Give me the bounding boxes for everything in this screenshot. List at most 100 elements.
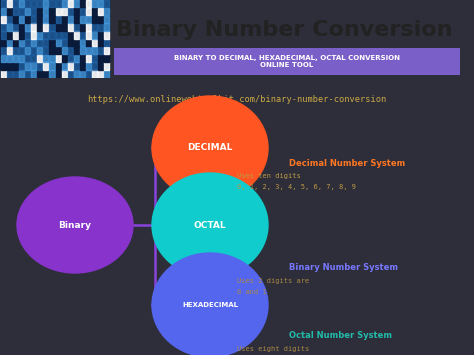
Text: Decimal Number System: Decimal Number System — [289, 158, 405, 168]
Bar — [55, 16, 61, 23]
Bar — [68, 47, 73, 54]
Bar — [25, 8, 30, 15]
Bar — [19, 16, 24, 23]
Bar — [86, 8, 91, 15]
Bar — [80, 8, 85, 15]
Bar — [25, 31, 30, 38]
Bar — [62, 23, 67, 31]
Bar — [104, 23, 109, 31]
Bar — [104, 31, 109, 38]
Bar — [7, 16, 12, 23]
Bar — [86, 23, 91, 31]
Bar — [92, 62, 97, 70]
Bar — [19, 39, 24, 46]
Bar — [80, 55, 85, 62]
Bar — [37, 47, 42, 54]
Bar — [68, 23, 73, 31]
Bar — [80, 31, 85, 38]
Bar — [31, 62, 36, 70]
Bar — [80, 39, 85, 46]
Bar — [1, 62, 6, 70]
Bar — [13, 16, 18, 23]
Bar — [98, 70, 103, 77]
Bar — [25, 62, 30, 70]
Bar — [25, 47, 30, 54]
Bar — [1, 31, 6, 38]
Bar — [55, 62, 61, 70]
Text: Octal Number System: Octal Number System — [289, 332, 392, 340]
Bar — [37, 70, 42, 77]
Bar — [37, 55, 42, 62]
Bar — [104, 0, 109, 7]
Bar — [80, 0, 85, 7]
Bar — [0, 0, 109, 78]
Bar — [68, 39, 73, 46]
Bar — [62, 0, 67, 7]
Bar — [44, 23, 48, 31]
Bar — [55, 47, 61, 54]
Bar — [49, 39, 55, 46]
Bar — [31, 23, 36, 31]
Bar — [1, 39, 6, 46]
Bar — [44, 47, 48, 54]
Bar — [44, 16, 48, 23]
Bar — [68, 31, 73, 38]
Bar — [31, 0, 36, 7]
Bar — [31, 16, 36, 23]
Bar — [44, 62, 48, 70]
Bar — [80, 23, 85, 31]
Bar — [73, 47, 79, 54]
Bar — [98, 23, 103, 31]
Bar — [92, 39, 97, 46]
Bar — [19, 70, 24, 77]
Bar — [13, 39, 18, 46]
Bar — [13, 55, 18, 62]
Bar — [104, 39, 109, 46]
Bar — [73, 0, 79, 7]
Bar — [62, 16, 67, 23]
Bar — [19, 55, 24, 62]
Ellipse shape — [152, 253, 268, 355]
Bar — [1, 0, 6, 7]
Bar — [19, 62, 24, 70]
Bar — [104, 70, 109, 77]
Bar — [55, 55, 61, 62]
Bar — [25, 0, 30, 7]
Text: BINARY TO DECIMAL, HEXADECIMAL, OCTAL CONVERSION
ONLINE TOOL: BINARY TO DECIMAL, HEXADECIMAL, OCTAL CO… — [174, 55, 400, 68]
Text: DECIMAL: DECIMAL — [187, 143, 233, 153]
Bar — [62, 55, 67, 62]
Bar — [92, 31, 97, 38]
Text: Binary Number Conversion: Binary Number Conversion — [116, 20, 453, 40]
Bar — [68, 55, 73, 62]
Bar — [13, 0, 18, 7]
Bar — [55, 31, 61, 38]
Text: Uses ten digits: Uses ten digits — [237, 173, 301, 179]
Bar — [98, 47, 103, 54]
Bar — [104, 8, 109, 15]
Bar — [49, 23, 55, 31]
Bar — [49, 47, 55, 54]
Bar — [92, 70, 97, 77]
Bar — [49, 16, 55, 23]
Bar — [1, 55, 6, 62]
Bar — [25, 70, 30, 77]
Bar — [104, 55, 109, 62]
Bar — [73, 23, 79, 31]
Bar — [86, 62, 91, 70]
Bar — [86, 70, 91, 77]
Bar — [31, 39, 36, 46]
Bar — [44, 8, 48, 15]
Text: OCTAL: OCTAL — [194, 220, 226, 229]
Bar — [104, 47, 109, 54]
Text: Binary Number System: Binary Number System — [289, 263, 398, 273]
Bar — [49, 62, 55, 70]
Bar — [37, 0, 42, 7]
Bar — [86, 39, 91, 46]
Bar — [1, 70, 6, 77]
Bar — [73, 8, 79, 15]
Bar — [98, 62, 103, 70]
Text: Binary: Binary — [58, 220, 91, 229]
Ellipse shape — [152, 173, 268, 277]
Bar — [31, 31, 36, 38]
Bar — [13, 23, 18, 31]
